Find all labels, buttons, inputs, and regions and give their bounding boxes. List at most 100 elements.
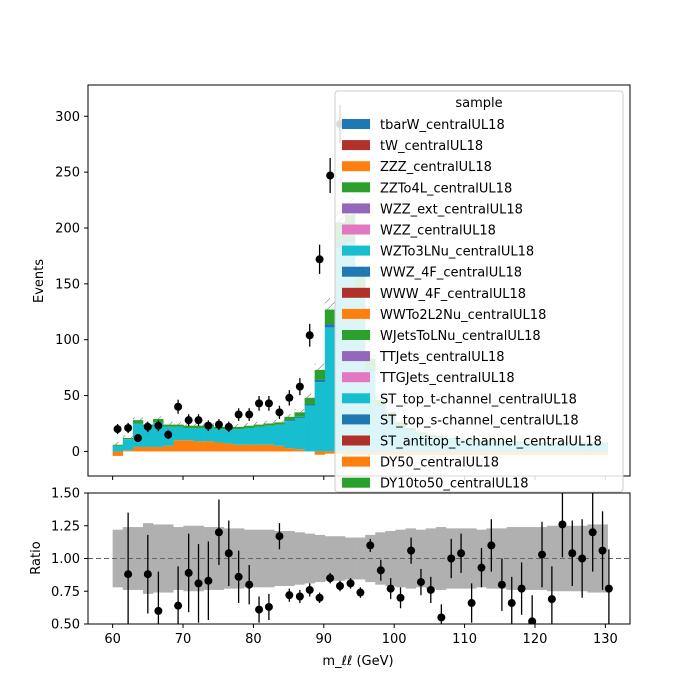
uncertainty-hatch <box>274 420 284 423</box>
ratio-point <box>174 602 182 610</box>
y-axis-label-ratio: Ratio <box>29 541 44 574</box>
stack-bar <box>294 412 304 416</box>
uncertainty-hatch <box>163 422 173 425</box>
legend-swatch <box>342 436 370 446</box>
legend-swatch <box>342 182 370 192</box>
ratio-point <box>255 606 263 614</box>
stack-bar <box>315 451 325 454</box>
legend-entry-label: DY10to50_centralUL18 <box>380 477 529 492</box>
legend-entry-label: WZZ_ext_centralUL18 <box>380 202 523 217</box>
stack-bar <box>244 426 254 428</box>
y-tick-label: 200 <box>55 221 80 236</box>
ratio-point <box>215 528 223 536</box>
data-point <box>134 434 142 442</box>
stack-bar <box>284 417 294 420</box>
ratio-y-tick-label: 1.00 <box>51 552 80 567</box>
stack-bar <box>264 426 274 445</box>
legend-swatch <box>342 203 370 213</box>
ratio-point <box>427 586 435 594</box>
ratio-point <box>265 603 273 611</box>
stack-bar <box>244 428 254 445</box>
data-point <box>164 431 172 439</box>
legend-entry-label: ST_top_t-channel_centralUL18 <box>380 392 577 407</box>
legend-swatch <box>342 140 370 150</box>
ratio-point <box>417 578 425 586</box>
uncertainty-hatch <box>173 422 183 425</box>
ratio-point <box>589 528 597 536</box>
stack-bar <box>325 310 335 325</box>
ratio-point <box>296 592 304 600</box>
stack-bar <box>234 445 244 452</box>
ratio-point <box>154 607 162 615</box>
legend-entry-label: TTJets_centralUL18 <box>379 350 505 365</box>
ratio-point <box>195 579 203 587</box>
ratio-point <box>447 555 455 563</box>
stack-bar <box>234 429 244 445</box>
uncertainty-hatch <box>254 422 264 425</box>
legend-entry-label: WWZ_4F_centralUL18 <box>380 266 522 281</box>
legend-entry-label: WJetsToLNu_centralUL18 <box>380 329 541 344</box>
stack-bar <box>325 324 335 327</box>
legend-entry-label: tW_centralUL18 <box>380 139 483 154</box>
legend-entry-label: tbarW_centralUL18 <box>380 118 505 133</box>
main-histogram-panel: 0 50 100 150 200 250 300 Events sample tbarW_ce… <box>32 85 630 492</box>
stack-bar <box>305 406 315 452</box>
stack-bar <box>153 447 163 451</box>
y-tick-label: 50 <box>63 389 80 404</box>
legend-swatch <box>342 267 370 277</box>
legend-entry-label: WWTo2L2Nu_centralUL18 <box>380 308 546 323</box>
data-point <box>306 331 314 339</box>
ratio-point <box>578 555 586 563</box>
stack-bar <box>163 446 173 452</box>
legend-swatch <box>342 225 370 235</box>
stack-bar <box>315 370 325 380</box>
data-point <box>245 411 253 419</box>
data-point <box>144 423 152 431</box>
ratio-point <box>498 581 506 589</box>
legend-swatch <box>342 457 370 467</box>
stack-bar <box>254 425 264 427</box>
data-point <box>154 422 162 430</box>
ratio-point <box>397 594 405 602</box>
stack-bar <box>113 445 123 446</box>
ratio-point <box>235 573 243 581</box>
stack-bar <box>305 398 315 405</box>
data-point <box>285 394 293 402</box>
ratio-y-tick-label: 0.75 <box>51 585 80 600</box>
legend-entry-label: ST_top_s-channel_centralUL18 <box>380 413 579 428</box>
stack-bar <box>315 380 325 382</box>
y-tick-label: 0 <box>72 445 80 460</box>
legend-entry-label: DY50_centralUL18 <box>380 456 499 471</box>
data-point <box>204 422 212 430</box>
ratio-point <box>225 549 233 557</box>
x-tick-label: 120 <box>523 632 548 647</box>
uncertainty-hatch <box>284 414 294 417</box>
ratio-point <box>124 570 132 578</box>
ratio-point <box>457 549 465 557</box>
uncertainty-hatch <box>294 409 304 412</box>
ratio-point <box>468 599 476 607</box>
legend-swatch <box>342 119 370 129</box>
data-point <box>195 416 203 424</box>
stack-bar <box>133 420 143 423</box>
ratio-point <box>477 564 485 572</box>
stack-bar <box>305 405 315 406</box>
ratio-point <box>437 613 445 621</box>
ratio-panel: 0.500.751.001.251.50 60 70 80 90 100 110 120 13… <box>29 487 630 670</box>
stack-bar <box>123 438 133 439</box>
legend-entry-label: ZZZ_centralUL18 <box>380 160 492 175</box>
ratio-point <box>326 574 334 582</box>
data-point <box>326 171 334 179</box>
ratio-point <box>185 569 193 577</box>
stack-bar <box>325 327 335 451</box>
y-tick-label: 100 <box>55 333 80 348</box>
ratio-point <box>285 591 293 599</box>
stack-bar <box>274 425 284 446</box>
data-point <box>235 411 243 419</box>
ratio-point <box>356 589 364 597</box>
y-tick-label: 250 <box>55 166 80 181</box>
ratio-point <box>316 594 324 602</box>
stack-bar <box>244 445 254 452</box>
uncertainty-hatch <box>113 442 123 445</box>
ratio-point <box>518 585 526 593</box>
